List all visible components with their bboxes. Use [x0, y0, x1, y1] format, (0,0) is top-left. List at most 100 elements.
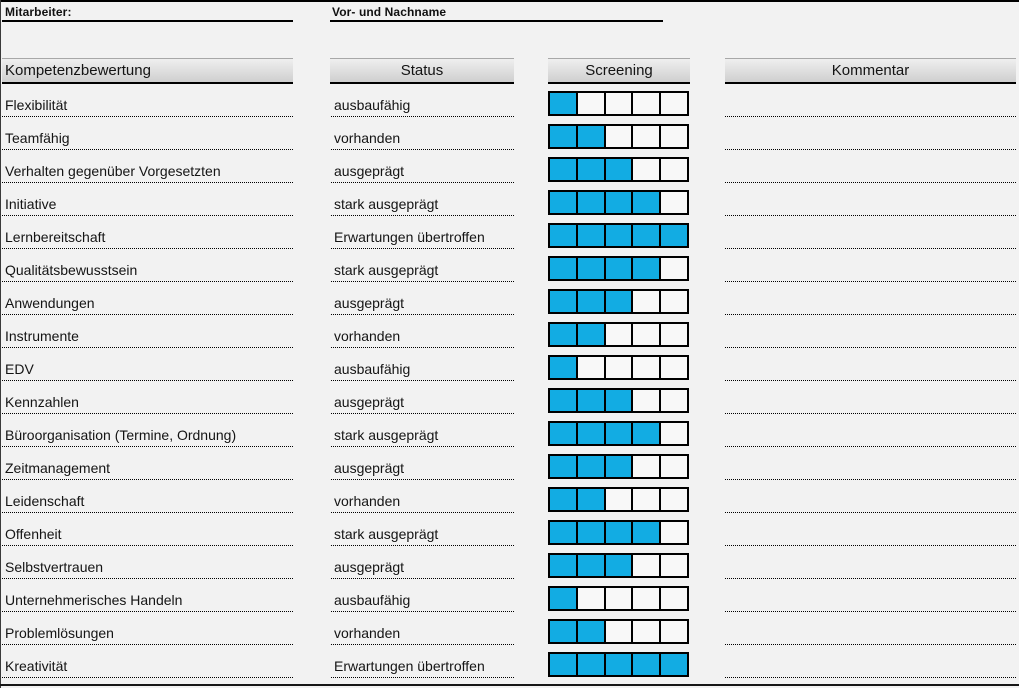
comment-input-line[interactable] — [725, 316, 1016, 348]
comment-input-line[interactable] — [725, 250, 1016, 282]
table-row: Unternehmerisches Handeln ausbaufähig — [0, 580, 1019, 613]
screening-box-filled — [603, 159, 632, 180]
comment-input-line[interactable] — [725, 646, 1016, 678]
screening-rating — [548, 553, 689, 578]
competency-label: Verhalten gegenüber Vorgesetzten — [2, 151, 293, 183]
comment-input-line[interactable] — [725, 184, 1016, 216]
status-value[interactable]: Erwartungen übertroffen — [331, 217, 514, 249]
comment-input-line[interactable] — [725, 415, 1016, 447]
status-value[interactable]: ausgeprägt — [331, 448, 514, 480]
screening-box-filled — [550, 522, 576, 543]
column-header-screening: Screening — [548, 58, 690, 84]
screening-rating — [548, 256, 689, 281]
screening-rating — [548, 520, 689, 545]
screening-box-filled — [603, 258, 632, 279]
screening-box-filled — [575, 192, 604, 213]
status-value[interactable]: vorhanden — [331, 316, 514, 348]
screening-box-filled — [575, 423, 604, 444]
screening-box-empty — [659, 192, 687, 213]
screening-box-filled — [603, 423, 632, 444]
screening-rating — [548, 388, 689, 413]
screening-box-filled — [631, 654, 660, 675]
comment-input-line[interactable] — [725, 118, 1016, 150]
screening-box-filled — [550, 192, 576, 213]
screening-box-empty — [603, 357, 632, 378]
status-value[interactable]: ausbaufähig — [331, 580, 514, 612]
screening-box-filled — [631, 522, 660, 543]
column-header-status: Status — [330, 58, 514, 84]
screening-rating — [548, 322, 689, 347]
screening-box-empty — [575, 588, 604, 609]
status-value[interactable]: vorhanden — [331, 118, 514, 150]
table-row: Qualitätsbewusstsein stark ausgeprägt — [0, 250, 1019, 283]
screening-box-empty — [659, 423, 687, 444]
competency-label: Selbstvertrauen — [2, 547, 293, 579]
comment-input-line[interactable] — [725, 580, 1016, 612]
comment-input-line[interactable] — [725, 481, 1016, 513]
comment-input-line[interactable] — [725, 283, 1016, 315]
screening-box-empty — [659, 357, 687, 378]
table-rows: Flexibilität ausbaufähig Teamfähig vorha… — [0, 85, 1019, 679]
comment-input-line[interactable] — [725, 85, 1016, 117]
screening-box-filled — [550, 258, 576, 279]
left-border-line — [0, 0, 1, 688]
screening-box-empty — [659, 621, 687, 642]
screening-box-empty — [603, 621, 632, 642]
table-row: Problemlösungen vorhanden — [0, 613, 1019, 646]
screening-box-empty — [631, 159, 660, 180]
screening-box-filled — [603, 654, 632, 675]
screening-box-empty — [659, 522, 687, 543]
screening-box-filled — [550, 621, 576, 642]
screening-box-filled — [550, 555, 576, 576]
comment-input-line[interactable] — [725, 514, 1016, 546]
screening-rating — [548, 652, 689, 677]
table-row: EDV ausbaufähig — [0, 349, 1019, 382]
status-value[interactable]: stark ausgeprägt — [331, 415, 514, 447]
screening-rating — [548, 190, 689, 215]
competency-label: Teamfähig — [2, 118, 293, 150]
status-value[interactable]: ausgeprägt — [331, 151, 514, 183]
status-value[interactable]: vorhanden — [331, 613, 514, 645]
screening-box-filled — [631, 225, 660, 246]
screening-box-empty — [659, 93, 687, 114]
status-value[interactable]: ausgeprägt — [331, 547, 514, 579]
status-value[interactable]: stark ausgeprägt — [331, 514, 514, 546]
table-row: Leidenschaft vorhanden — [0, 481, 1019, 514]
screening-box-filled — [575, 390, 604, 411]
screening-box-filled — [603, 555, 632, 576]
competency-label: Offenheit — [2, 514, 293, 546]
screening-box-filled — [550, 456, 576, 477]
status-value[interactable]: ausbaufähig — [331, 349, 514, 381]
screening-rating — [548, 619, 689, 644]
screening-rating — [548, 91, 689, 116]
screening-box-empty — [631, 390, 660, 411]
status-value[interactable]: ausgeprägt — [331, 283, 514, 315]
comment-input-line[interactable] — [725, 382, 1016, 414]
comment-input-line[interactable] — [725, 448, 1016, 480]
comment-input-line[interactable] — [725, 349, 1016, 381]
status-value[interactable]: stark ausgeprägt — [331, 184, 514, 216]
comment-input-line[interactable] — [725, 151, 1016, 183]
table-row: Initiative stark ausgeprägt — [0, 184, 1019, 217]
table-row: Verhalten gegenüber Vorgesetzten ausgepr… — [0, 151, 1019, 184]
table-row: Offenheit stark ausgeprägt — [0, 514, 1019, 547]
screening-rating — [548, 355, 689, 380]
screening-box-filled — [550, 489, 576, 510]
status-value[interactable]: vorhanden — [331, 481, 514, 513]
screening-box-empty — [659, 291, 687, 312]
status-value[interactable]: ausgeprägt — [331, 382, 514, 414]
employee-name-input[interactable] — [330, 20, 663, 22]
status-value[interactable]: stark ausgeprägt — [331, 250, 514, 282]
competency-label: Initiative — [2, 184, 293, 216]
comment-input-line[interactable] — [725, 613, 1016, 645]
comment-input-line[interactable] — [725, 217, 1016, 249]
screening-box-empty — [631, 621, 660, 642]
status-value[interactable]: Erwartungen übertroffen — [331, 646, 514, 678]
column-header-competency: Kompetenzbewertung — [2, 58, 293, 84]
screening-box-empty — [659, 489, 687, 510]
comment-input-line[interactable] — [725, 547, 1016, 579]
status-value[interactable]: ausbaufähig — [331, 85, 514, 117]
screening-box-filled — [550, 654, 576, 675]
competency-label: Kennzahlen — [2, 382, 293, 414]
